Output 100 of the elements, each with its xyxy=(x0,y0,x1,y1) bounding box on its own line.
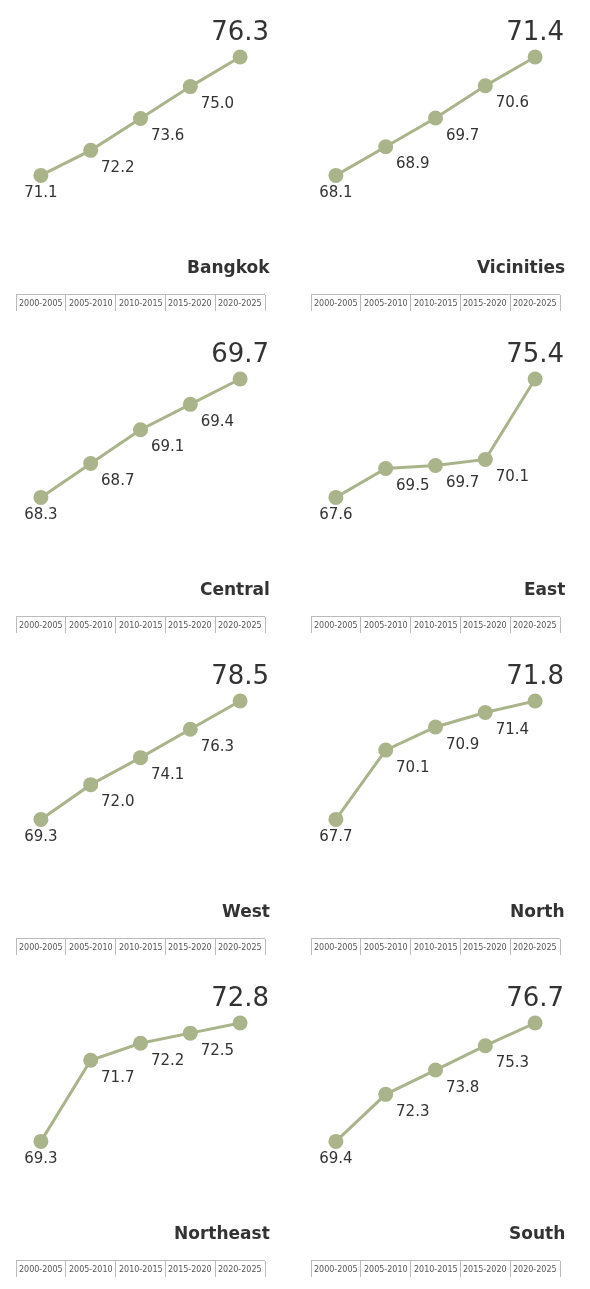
point xyxy=(232,49,248,65)
point xyxy=(33,167,49,183)
data-label: 68.1 xyxy=(319,183,353,202)
data-label: 73.8 xyxy=(445,1077,480,1096)
data-label: 78.5 xyxy=(211,660,270,691)
x-tick-label: 2000-2005 xyxy=(19,943,63,952)
data-label: 70.9 xyxy=(445,734,480,753)
x-tick-label: 2010-2015 xyxy=(414,943,458,952)
x-tick-label: 2015-2020 xyxy=(463,621,507,630)
data-label: 69.7 xyxy=(211,338,270,369)
x-tick-label: 2015-2020 xyxy=(168,299,212,308)
point xyxy=(378,461,394,477)
x-tick-label: 2000-2005 xyxy=(314,1265,358,1274)
point xyxy=(477,1038,493,1054)
x-tick-label: 2020-2025 xyxy=(218,299,262,308)
data-label: 69.3 xyxy=(24,1149,58,1168)
text: Northeast xyxy=(174,1223,270,1243)
x-tick-label: 2000-2005 xyxy=(314,299,358,308)
point xyxy=(527,693,543,709)
data-label: 75.0 xyxy=(200,94,235,113)
data-label: 72.8 xyxy=(211,982,270,1013)
data-label: 71.7 xyxy=(101,1067,135,1086)
text: South xyxy=(509,1223,566,1243)
data-label: 72.2 xyxy=(150,1050,185,1069)
x-tick-label: 2005-2010 xyxy=(364,943,408,952)
data-label: 76.3 xyxy=(200,736,235,755)
x-tick-label: 2005-2010 xyxy=(69,943,113,952)
point xyxy=(133,750,148,766)
data-label: 72.2 xyxy=(101,157,135,176)
data-label: 67.6 xyxy=(319,505,353,524)
x-tick-label: 2020-2025 xyxy=(513,299,557,308)
point xyxy=(83,777,99,793)
x-tick-label: 2015-2020 xyxy=(168,1265,212,1274)
text: North xyxy=(510,901,565,921)
point xyxy=(477,705,493,721)
data-label: 75.4 xyxy=(506,338,565,369)
x-tick-label: 2005-2010 xyxy=(69,1265,113,1274)
data-label: 70.6 xyxy=(495,93,530,112)
data-label: 71.4 xyxy=(495,720,530,739)
x-tick-label: 2005-2010 xyxy=(69,299,113,308)
x-tick-label: 2005-2010 xyxy=(364,1265,408,1274)
point xyxy=(133,422,148,438)
data-label: 72.0 xyxy=(101,792,135,811)
point xyxy=(133,1035,148,1051)
data-label: 68.9 xyxy=(396,154,430,173)
data-label: 69.3 xyxy=(24,827,58,846)
point xyxy=(182,79,198,95)
point xyxy=(378,742,394,758)
point xyxy=(33,1133,49,1149)
x-tick-label: 2005-2010 xyxy=(364,299,408,308)
x-tick-label: 2020-2025 xyxy=(513,943,557,952)
text: Vicinities xyxy=(477,257,566,277)
x-tick-label: 2020-2025 xyxy=(218,1265,262,1274)
point xyxy=(328,811,344,827)
data-label: 69.7 xyxy=(445,473,480,492)
data-label: 71.4 xyxy=(506,16,565,47)
x-tick-label: 2015-2020 xyxy=(168,621,212,630)
x-tick-label: 2020-2025 xyxy=(218,943,262,952)
x-tick-label: 2020-2025 xyxy=(513,621,557,630)
data-label: 72.3 xyxy=(396,1101,430,1120)
point xyxy=(328,167,344,183)
point xyxy=(182,396,198,412)
data-label: 75.3 xyxy=(495,1053,530,1072)
point xyxy=(378,139,394,155)
data-label: 69.4 xyxy=(319,1149,353,1168)
data-label: 72.5 xyxy=(200,1040,235,1059)
point xyxy=(527,1015,543,1031)
point xyxy=(527,371,543,387)
x-tick-label: 2005-2010 xyxy=(364,621,408,630)
data-label: 69.1 xyxy=(150,437,185,456)
point xyxy=(182,721,198,737)
point xyxy=(378,1086,394,1102)
x-tick-label: 2015-2020 xyxy=(463,943,507,952)
x-tick-label: 2010-2015 xyxy=(119,621,163,630)
point xyxy=(83,142,99,158)
x-tick-label: 2000-2005 xyxy=(19,621,63,630)
data-label: 76.3 xyxy=(211,16,270,47)
x-tick-label: 2010-2015 xyxy=(119,943,163,952)
x-tick-label: 2000-2005 xyxy=(314,621,358,630)
x-tick-label: 2020-2025 xyxy=(218,621,262,630)
x-tick-label: 2010-2015 xyxy=(119,1265,163,1274)
data-label: 71.1 xyxy=(24,183,58,202)
data-label: 69.7 xyxy=(445,125,480,144)
point xyxy=(527,49,543,65)
point xyxy=(83,456,99,472)
point xyxy=(428,110,443,126)
x-tick-label: 2010-2015 xyxy=(414,1265,458,1274)
text: East xyxy=(524,579,566,599)
data-label: 68.7 xyxy=(101,471,135,490)
x-tick-label: 2015-2020 xyxy=(463,299,507,308)
text: Central xyxy=(200,579,270,599)
point xyxy=(428,719,443,735)
point xyxy=(477,451,493,467)
x-tick-label: 2010-2015 xyxy=(414,621,458,630)
data-label: 70.1 xyxy=(396,757,430,776)
point xyxy=(232,371,248,387)
point xyxy=(182,1025,198,1041)
x-tick-label: 2015-2020 xyxy=(168,943,212,952)
point xyxy=(477,78,493,94)
point xyxy=(232,1015,248,1031)
